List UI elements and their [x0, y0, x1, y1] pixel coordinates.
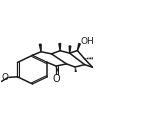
Polygon shape: [69, 46, 71, 53]
Polygon shape: [59, 44, 61, 51]
Text: O: O: [2, 73, 9, 82]
Polygon shape: [78, 44, 80, 51]
Text: O: O: [52, 74, 60, 84]
Text: OH: OH: [81, 37, 95, 46]
Polygon shape: [39, 44, 41, 52]
